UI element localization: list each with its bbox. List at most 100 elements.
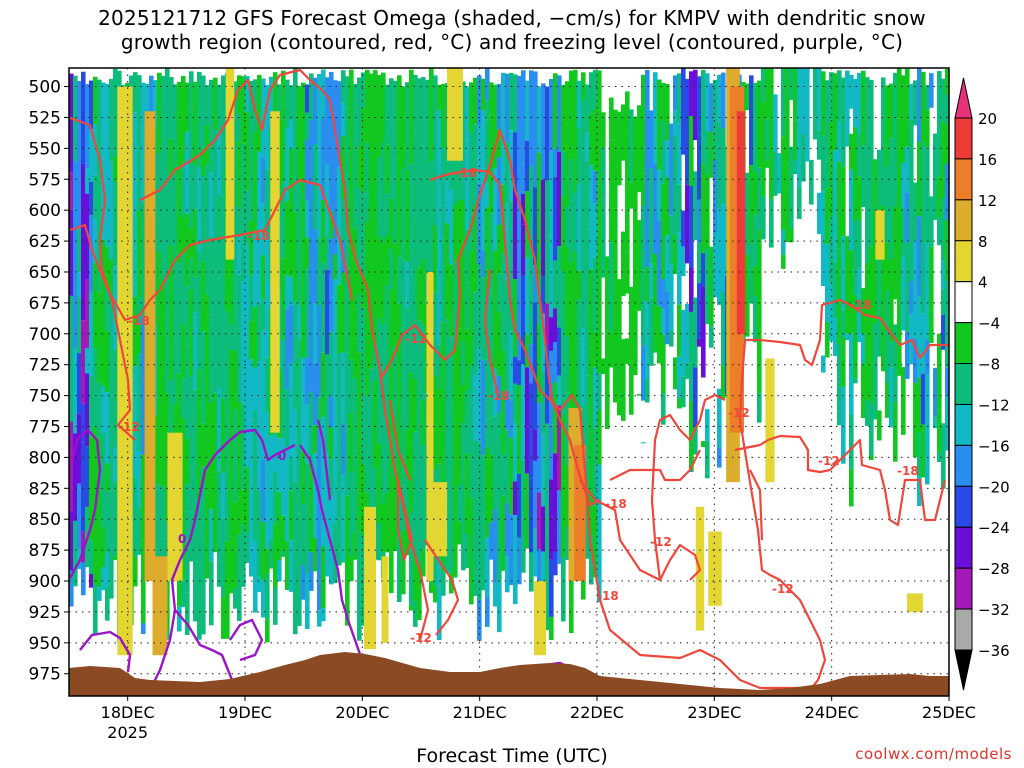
colorbar-label: −4	[978, 315, 1000, 333]
colorbar-bin	[954, 526, 973, 569]
y-tick-label: 600	[29, 201, 61, 221]
freezing-contour-label: 0	[278, 449, 286, 463]
dendritic-contour-label: -12	[728, 406, 750, 420]
contour-line	[148, 428, 296, 691]
colorbar-label: −28	[978, 560, 1010, 578]
colorbar-bin	[954, 117, 973, 160]
x-tick-label: 20DEC	[335, 703, 389, 722]
y-tick-label: 850	[29, 510, 61, 530]
dendritic-contour-label: -18	[455, 166, 477, 180]
x-axis: 18DEC 19DEC 20DEC 21DEC 22DEC 23DEC 24DEC 25DEC…	[101, 696, 976, 742]
colorbar-label: 4	[978, 274, 988, 292]
contour-line	[650, 439, 662, 581]
contour-line	[609, 449, 701, 482]
colorbar-bin	[954, 158, 973, 201]
y-tick-label: 525	[29, 108, 61, 128]
colorbar-bin	[954, 199, 973, 242]
y-tick-label: 675	[29, 294, 61, 314]
dendritic-contour-label: -18	[897, 464, 919, 478]
colorbar-bin	[954, 281, 973, 324]
x-tick-label: 18DEC	[101, 703, 155, 722]
contour-line	[653, 393, 726, 442]
dendritic-contour-label: -18	[597, 589, 619, 603]
dendritic-contour-label: -18	[605, 497, 627, 511]
contour-line	[738, 339, 827, 691]
source-credit: coolwx.com/models	[855, 745, 1012, 763]
freezing-contour-label: 0	[178, 532, 186, 546]
y-tick-label: 500	[29, 78, 61, 98]
contour-layer: -18 -12 -18 -18 -12 -18 -18 -12 -18 -12 -12 -12 -18 -…	[69, 68, 949, 691]
contour-line	[316, 419, 332, 501]
contour-line	[229, 618, 264, 662]
y-tick-label: 925	[29, 603, 61, 623]
colorbar-label: 8	[978, 233, 988, 251]
contour-line	[69, 428, 102, 579]
contour-line	[734, 434, 947, 527]
terrain-layer	[69, 652, 949, 696]
dendritic-contour-label: -12	[410, 631, 432, 645]
colorbar-bin	[954, 567, 973, 610]
contour-line	[379, 128, 601, 507]
colorbar-bin	[954, 363, 973, 405]
colorbar-label: 20	[978, 110, 997, 128]
colorbar: 20 16 12 8 4 −4 −8 −12 −16 −20 −24 −28 −32 −36	[954, 77, 1010, 691]
x-tick-label: 23DEC	[687, 703, 741, 722]
dendritic-contour-label: -18	[488, 389, 510, 403]
dendritic-contour-label: -18	[128, 314, 150, 328]
contour-line	[397, 479, 413, 561]
chart-title: 2025121712 GFS Forecast Omega (shaded, −…	[0, 6, 1024, 54]
colorbar-bin	[954, 444, 973, 487]
dendritic-contour-label: -12	[118, 420, 140, 434]
y-tick-label: 575	[29, 170, 61, 190]
contour-line	[429, 168, 800, 690]
x-tick-label: 24DEC	[805, 703, 859, 722]
x-tick-label: 19DEC	[218, 703, 272, 722]
y-tick-label: 950	[29, 634, 61, 654]
x-tick-label: 25DEC	[922, 703, 976, 722]
omega-field	[69, 68, 949, 656]
colorbar-bin	[954, 608, 973, 651]
colorbar-bin	[954, 485, 973, 528]
y-tick-label: 900	[29, 572, 61, 592]
dendritic-contour-label: -12	[818, 454, 840, 468]
chart-title-line-2: growth region (contoured, red, °C) and f…	[120, 30, 904, 54]
x-axis-title: Forecast Time (UTC)	[416, 745, 608, 767]
colorbar-label: −20	[978, 478, 1010, 496]
contour-line	[174, 609, 234, 681]
y-tick-label: 800	[29, 448, 61, 468]
colorbar-label: −36	[978, 642, 1010, 660]
contour-line	[483, 269, 500, 396]
contour-line	[745, 298, 949, 367]
y-tick-label: 550	[29, 139, 61, 159]
colorbar-bin	[954, 403, 973, 446]
y-tick-label: 825	[29, 479, 61, 499]
contour-line	[749, 469, 764, 541]
dendritic-contour-label: -12	[650, 535, 672, 549]
colorbar-bottom-arrow	[954, 649, 973, 691]
dendritic-contour-label: -12	[405, 332, 427, 346]
dendritic-contour-label: -12	[772, 582, 794, 596]
chart-title-line-1: 2025121712 GFS Forecast Omega (shaded, −…	[98, 6, 926, 30]
y-tick-label: 975	[29, 665, 61, 685]
terrain-surface	[69, 652, 949, 696]
colorbar-label: 12	[978, 192, 997, 210]
y-tick-label: 625	[29, 232, 61, 252]
colorbar-bin	[954, 240, 973, 283]
plot-frame	[68, 67, 950, 697]
y-tick-label: 775	[29, 418, 61, 438]
y-axis: 500 525 550 575 600 625 650 675 700 725 750 775 800 8…	[29, 78, 69, 685]
y-tick-label: 875	[29, 541, 61, 561]
colorbar-bin	[954, 322, 973, 365]
colorbar-label: −12	[978, 396, 1010, 414]
y-tick-label: 650	[29, 263, 61, 283]
contour-line	[79, 630, 132, 673]
x-year-label: 2025	[107, 723, 148, 742]
contour-line	[299, 444, 364, 661]
contour-line	[69, 223, 266, 322]
y-tick-label: 725	[29, 356, 61, 376]
contour-line	[139, 68, 430, 641]
contour-line	[424, 539, 460, 636]
dendritic-contour-label: -18	[248, 229, 270, 243]
y-tick-label: 750	[29, 387, 61, 407]
colorbar-label: −32	[978, 601, 1010, 619]
